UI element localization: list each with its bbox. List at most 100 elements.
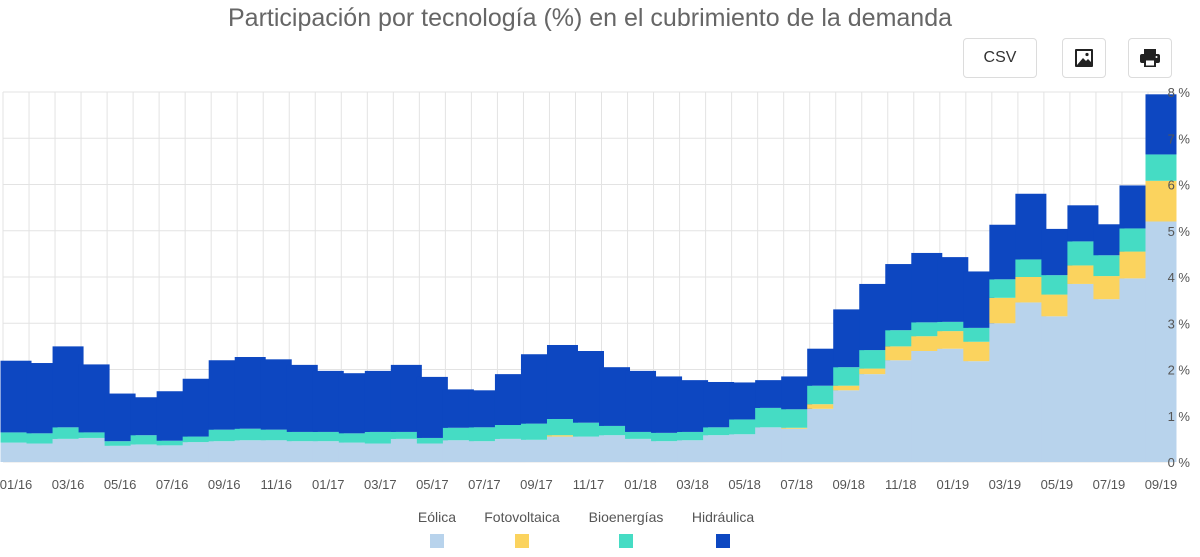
bar-segment bbox=[130, 397, 162, 436]
bar-segment bbox=[833, 367, 865, 386]
bar-segment bbox=[963, 327, 995, 342]
legend-item[interactable]: Fotovoltaica bbox=[467, 509, 577, 548]
legend-item[interactable]: Hidráulica bbox=[668, 509, 778, 548]
bar-segment bbox=[573, 436, 604, 462]
x-tick-label: 03/17 bbox=[364, 477, 397, 492]
bar-segment bbox=[807, 404, 839, 409]
bar-segment bbox=[52, 346, 84, 428]
bar-segment bbox=[1145, 94, 1177, 155]
print-button[interactable] bbox=[1128, 38, 1172, 78]
bar-segment bbox=[885, 346, 917, 361]
bar-segment bbox=[781, 376, 813, 410]
bar-segment bbox=[364, 431, 396, 444]
bar-segment bbox=[52, 427, 84, 439]
y-tick-label: 2 % bbox=[1168, 363, 1191, 378]
bar-segment bbox=[208, 429, 240, 442]
bar-segment bbox=[1145, 154, 1177, 181]
bar-segment bbox=[546, 435, 578, 437]
x-tick-label: 05/19 bbox=[1041, 477, 1074, 492]
bar-segment bbox=[677, 440, 709, 462]
bar-segment bbox=[1041, 228, 1073, 276]
x-tick-label: 07/17 bbox=[468, 477, 501, 492]
bar-segment bbox=[911, 322, 943, 337]
bar-segment bbox=[937, 331, 969, 349]
y-tick-label: 5 % bbox=[1168, 224, 1191, 239]
bar-segment bbox=[989, 279, 1021, 298]
bar-segment bbox=[625, 438, 657, 463]
x-tick-label: 01/19 bbox=[937, 477, 970, 492]
bar-segment bbox=[833, 309, 865, 368]
x-tick-label: 05/16 bbox=[104, 477, 137, 492]
bar-segment bbox=[494, 425, 526, 439]
legend-item[interactable]: Bioenergías bbox=[571, 509, 681, 548]
bar-segment bbox=[260, 359, 292, 430]
x-tick-label: 09/19 bbox=[1145, 477, 1178, 492]
bar-segment bbox=[859, 374, 891, 463]
bar-segment bbox=[338, 433, 370, 443]
bar-segment bbox=[78, 432, 110, 438]
bar-segment bbox=[104, 445, 136, 462]
bar-segment bbox=[1067, 283, 1099, 462]
bar-segment bbox=[885, 330, 917, 347]
bar-segment bbox=[364, 370, 396, 432]
bar-segment bbox=[625, 370, 657, 432]
bar-segment bbox=[989, 297, 1021, 324]
bar-segment bbox=[885, 360, 917, 462]
bar-segment bbox=[26, 443, 58, 462]
bar-segment bbox=[416, 443, 448, 462]
bar-segment bbox=[182, 442, 214, 462]
bar-segment bbox=[182, 436, 214, 443]
bar-segment bbox=[416, 376, 448, 438]
bar-segment bbox=[468, 441, 500, 462]
bar-segment bbox=[208, 360, 240, 430]
bar-segment bbox=[442, 440, 474, 462]
x-tick-label: 01/18 bbox=[624, 477, 657, 492]
bar-segment bbox=[546, 436, 578, 462]
bar-segment bbox=[1119, 278, 1151, 462]
bar-segment bbox=[911, 252, 943, 323]
bar-segment bbox=[1067, 205, 1099, 242]
bar-segment bbox=[312, 441, 344, 462]
y-tick-label: 1 % bbox=[1168, 409, 1191, 424]
bar-segment bbox=[677, 380, 709, 432]
x-tick-label: 05/18 bbox=[728, 477, 761, 492]
bar-segment bbox=[1041, 294, 1073, 317]
x-tick-label: 07/16 bbox=[156, 477, 189, 492]
legend-label: Eólica bbox=[417, 509, 457, 525]
bar-segment bbox=[573, 422, 604, 437]
bar-segment bbox=[989, 323, 1021, 462]
bar-segment bbox=[807, 408, 839, 462]
image-icon bbox=[1075, 49, 1093, 67]
legend-item[interactable]: Eólica bbox=[382, 509, 492, 548]
bar-segment bbox=[182, 378, 214, 437]
chart-title: Participación por tecnología (%) en el c… bbox=[227, 4, 953, 32]
bar-segment bbox=[390, 438, 422, 463]
bar-segment bbox=[0, 432, 32, 443]
bar-segment bbox=[364, 443, 396, 462]
bar-segment bbox=[859, 283, 891, 351]
bar-segment bbox=[651, 441, 683, 462]
bar-segment bbox=[338, 442, 370, 462]
legend-label: Hidráulica bbox=[691, 509, 755, 525]
bar-segment bbox=[937, 348, 969, 462]
bar-segment bbox=[599, 435, 631, 462]
bar-segment bbox=[0, 442, 32, 462]
x-tick-label: 07/18 bbox=[780, 477, 813, 492]
bar-segment bbox=[234, 357, 266, 429]
bar-segment bbox=[78, 437, 110, 462]
bar-segment bbox=[1041, 275, 1073, 295]
bar-segment bbox=[1041, 316, 1073, 462]
bar-segment bbox=[937, 257, 969, 322]
x-tick-label: 07/19 bbox=[1093, 477, 1126, 492]
download-image-button[interactable] bbox=[1062, 38, 1106, 78]
bar-segment bbox=[104, 393, 136, 442]
bar-segment bbox=[208, 441, 240, 462]
csv-button[interactable]: CSV bbox=[963, 38, 1037, 78]
bar-segment bbox=[260, 429, 292, 441]
bar-segment bbox=[755, 427, 787, 462]
bar-segment bbox=[520, 423, 552, 440]
bar-segment bbox=[859, 350, 891, 369]
bar-segment bbox=[1119, 185, 1151, 229]
legend-label: Fotovoltaica bbox=[484, 509, 560, 525]
